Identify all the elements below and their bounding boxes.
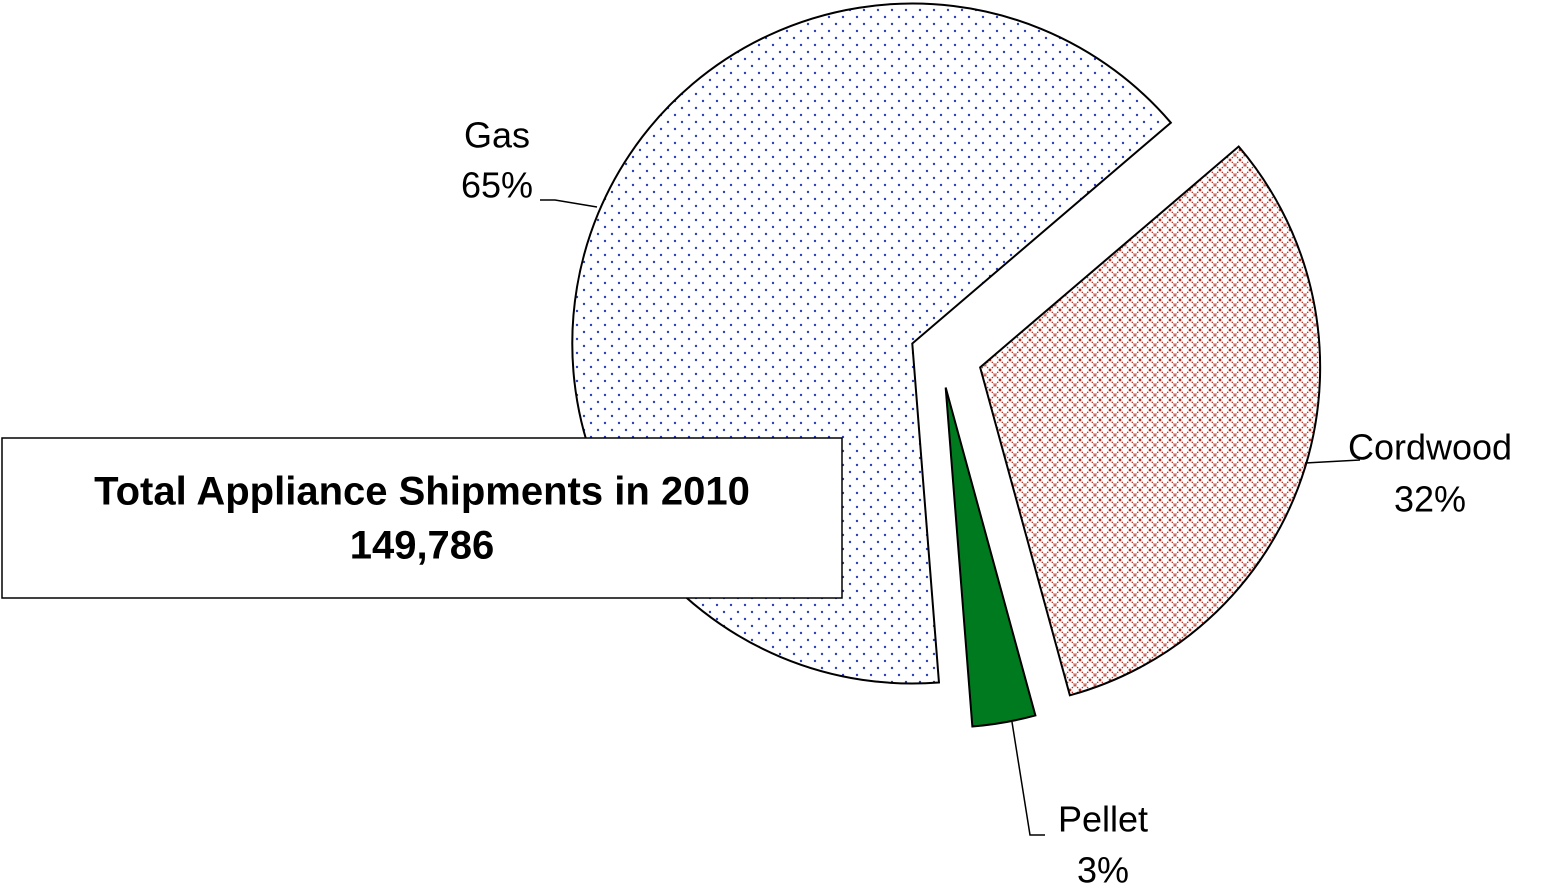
pie-slice (944, 387, 1037, 728)
slice-value-label: 65% (461, 165, 533, 206)
pie-slice (979, 145, 1322, 697)
slice-label: Cordwood (1348, 427, 1512, 468)
leader-line (1304, 459, 1361, 464)
annotation-box (1, 437, 843, 599)
annotation-text: 149,786 (350, 524, 495, 568)
slice-value-label: 32% (1394, 479, 1466, 520)
slice-label: Gas (464, 115, 530, 156)
leader-line (1011, 721, 1045, 836)
annotation-text: Total Appliance Shipments in 2010 (94, 470, 750, 514)
leader-line (540, 199, 598, 208)
slice-label: Pellet (1058, 799, 1148, 840)
slice-value-label: 3% (1077, 850, 1129, 890)
